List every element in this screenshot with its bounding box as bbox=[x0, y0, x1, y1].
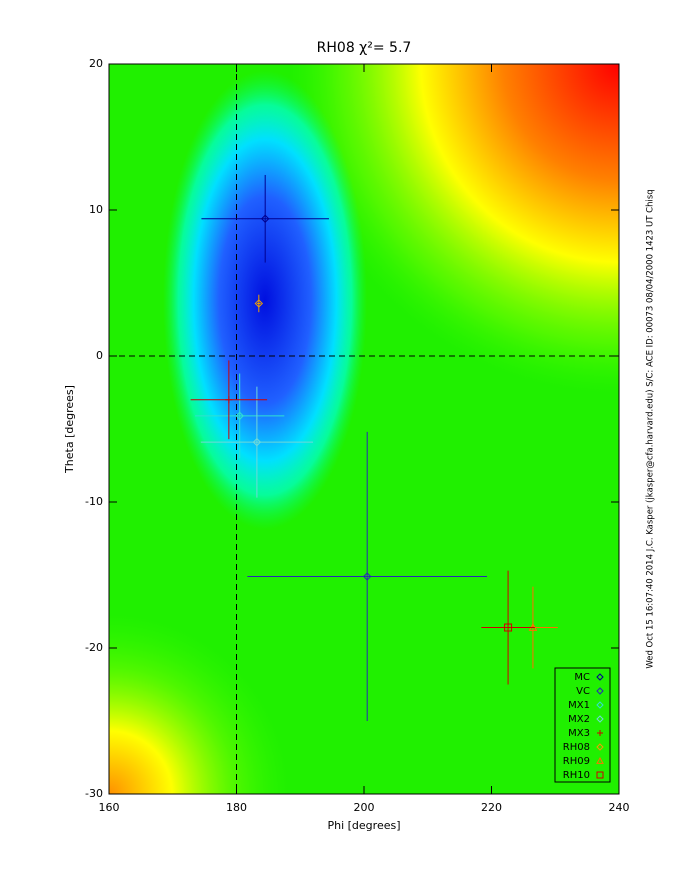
y-tick-label: -10 bbox=[85, 495, 103, 508]
point bbox=[504, 623, 513, 632]
x-tick-label: 240 bbox=[609, 801, 630, 814]
y-tick-label: 20 bbox=[89, 57, 103, 70]
legend-marker bbox=[596, 687, 604, 695]
point bbox=[260, 214, 270, 223]
y-tick-label: 0 bbox=[96, 349, 103, 362]
y-axis-label: Theta [degrees] bbox=[63, 385, 76, 474]
legend: MC VC MX1 MX2 MX3 RH08 RH09 RH10 bbox=[554, 667, 611, 783]
point bbox=[254, 299, 264, 308]
contour-background bbox=[109, 64, 619, 794]
legend-label: RH09 bbox=[563, 756, 590, 767]
legend-label: MX3 bbox=[568, 728, 590, 739]
legend-marker bbox=[596, 771, 604, 779]
x-tick-label: 200 bbox=[354, 801, 375, 814]
point bbox=[362, 572, 372, 581]
legend-box bbox=[554, 667, 611, 783]
y-tick-label: 10 bbox=[89, 203, 103, 216]
point bbox=[235, 411, 244, 421]
side-note: Wed Oct 15 16:07:40 2014 J.C. Kasper (jk… bbox=[646, 189, 656, 668]
legend-label: RH08 bbox=[563, 742, 590, 753]
x-tick-label: 220 bbox=[481, 801, 502, 814]
legend-marker bbox=[596, 673, 604, 681]
x-tick-label: 160 bbox=[99, 801, 120, 814]
x-tick-label: 180 bbox=[226, 801, 247, 814]
legend-marker bbox=[596, 756, 604, 764]
y-tick-label: -30 bbox=[85, 787, 103, 800]
legend-label: MX1 bbox=[568, 700, 590, 711]
legend-label: MX2 bbox=[568, 714, 590, 725]
legend-label: RH10 bbox=[563, 770, 590, 781]
legend-marker bbox=[597, 730, 603, 736]
legend-marker bbox=[596, 743, 604, 751]
y-tick-label: -20 bbox=[85, 641, 103, 654]
legend-marker bbox=[596, 715, 604, 723]
point bbox=[225, 396, 233, 404]
x-axis-label: Phi [degrees] bbox=[327, 819, 400, 832]
chart-title: RH08 χ²= 5.7 bbox=[317, 40, 412, 56]
legend-marker bbox=[596, 701, 604, 709]
legend-label: MC bbox=[574, 672, 590, 683]
point bbox=[252, 437, 262, 447]
legend-label: VC bbox=[576, 686, 590, 697]
